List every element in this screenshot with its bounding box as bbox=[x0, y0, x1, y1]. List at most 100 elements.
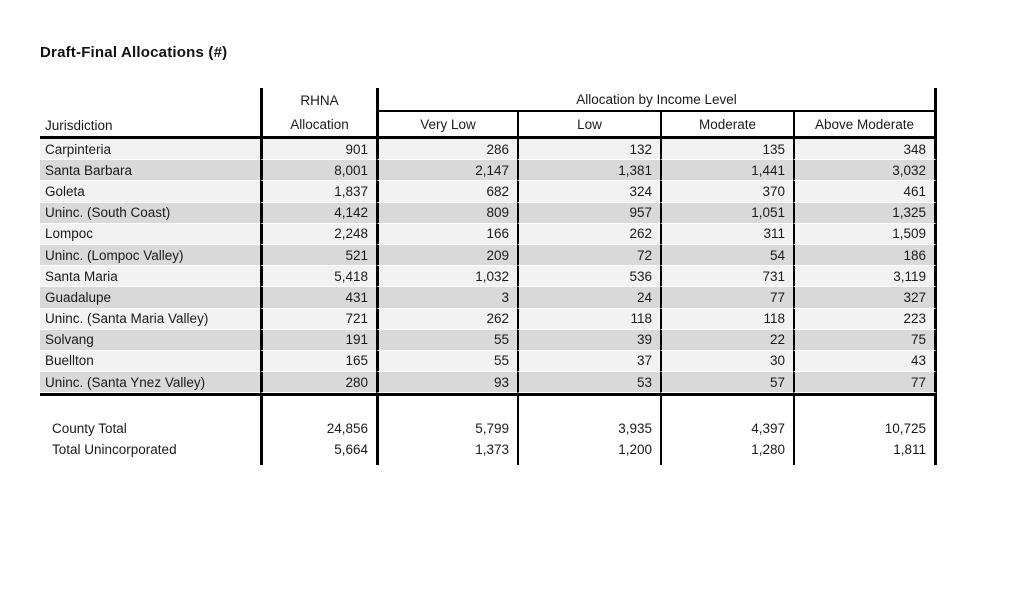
column-header-above-moderate: Above Moderate bbox=[793, 112, 937, 136]
jurisdiction-cell: Uninc. (South Coast) bbox=[40, 202, 260, 224]
moderate-total-cell: 4,397 bbox=[660, 418, 793, 440]
very-low-cell: 55 bbox=[376, 350, 517, 373]
spacer-cell bbox=[517, 396, 660, 419]
totals-tail-row bbox=[40, 460, 937, 466]
very-low-cell: 1,032 bbox=[376, 266, 517, 288]
jurisdiction-cell: Goleta bbox=[40, 181, 260, 203]
moderate-cell: 731 bbox=[660, 266, 793, 288]
rhna-cell: 1,837 bbox=[260, 181, 376, 203]
table-row: Goleta 1,837 682 324 370 461 bbox=[40, 181, 937, 203]
jurisdiction-cell: Carpinteria bbox=[40, 139, 260, 161]
rhna-cell: 280 bbox=[260, 372, 376, 394]
moderate-cell: 57 bbox=[660, 372, 793, 394]
very-low-cell: 55 bbox=[376, 329, 517, 351]
table-row: Solvang 191 55 39 22 75 bbox=[40, 329, 937, 351]
table-row: Uninc. (South Coast) 4,142 809 957 1,051… bbox=[40, 202, 937, 224]
above-moderate-cell: 186 bbox=[793, 244, 937, 267]
column-header-very-low: Very Low bbox=[376, 112, 517, 136]
jurisdiction-cell: Buellton bbox=[40, 350, 260, 373]
table-row: Carpinteria 901 286 132 135 348 bbox=[40, 139, 937, 161]
very-low-cell: 809 bbox=[376, 202, 517, 224]
total-label-cell: Total Unincorporated bbox=[52, 442, 177, 458]
table-row: Lompoc 2,248 166 262 311 1,509 bbox=[40, 223, 937, 245]
moderate-cell: 22 bbox=[660, 329, 793, 351]
very-low-cell: 209 bbox=[376, 244, 517, 267]
jurisdiction-column-header: Jurisdiction bbox=[45, 118, 113, 133]
moderate-cell: 1,441 bbox=[660, 160, 793, 182]
low-cell: 118 bbox=[517, 308, 660, 330]
spacer-cell bbox=[793, 396, 937, 419]
moderate-cell: 135 bbox=[660, 139, 793, 161]
rhna-total-cell: 5,664 bbox=[260, 439, 376, 461]
table-row: Uninc. (Lompoc Valley) 521 209 72 54 186 bbox=[40, 244, 937, 267]
total-label-cell: County Total bbox=[52, 421, 127, 437]
spacer-cell bbox=[660, 396, 793, 419]
rhna-header-line2: Allocation bbox=[260, 112, 376, 136]
moderate-cell: 77 bbox=[660, 287, 793, 309]
table-row: Santa Barbara 8,001 2,147 1,381 1,441 3,… bbox=[40, 160, 937, 182]
jurisdiction-cell: Lompoc bbox=[40, 223, 260, 245]
body-bottom-rule bbox=[40, 393, 937, 397]
very-low-cell: 286 bbox=[376, 139, 517, 161]
rhna-cell: 521 bbox=[260, 244, 376, 267]
spacer-cell bbox=[660, 460, 793, 466]
above-moderate-cell: 223 bbox=[793, 308, 937, 330]
very-low-cell: 2,147 bbox=[376, 160, 517, 182]
low-cell: 53 bbox=[517, 372, 660, 394]
very-low-cell: 166 bbox=[376, 223, 517, 245]
low-cell: 262 bbox=[517, 223, 660, 245]
jurisdiction-cell: Santa Maria bbox=[40, 266, 260, 288]
jurisdiction-cell: Uninc. (Santa Ynez Valley) bbox=[40, 372, 260, 394]
table-row: Santa Maria 5,418 1,032 536 731 3,119 bbox=[40, 266, 937, 288]
low-cell: 536 bbox=[517, 266, 660, 288]
jurisdiction-cell: Santa Barbara bbox=[40, 160, 260, 182]
above-moderate-total-cell: 1,811 bbox=[793, 439, 937, 461]
table-row: Uninc. (Santa Maria Valley) 721 262 118 … bbox=[40, 308, 937, 330]
very-low-cell: 3 bbox=[376, 287, 517, 309]
above-moderate-cell: 348 bbox=[793, 139, 937, 161]
spacer-cell bbox=[517, 460, 660, 466]
table-group-header-row: RHNA Allocation by Income Level bbox=[40, 88, 937, 112]
low-total-cell: 1,200 bbox=[517, 439, 660, 461]
rhna-header-line1: RHNA bbox=[260, 88, 376, 112]
county-total-row: County Total 24,856 5,799 3,935 4,397 10… bbox=[40, 418, 937, 440]
rhna-cell: 5,418 bbox=[260, 266, 376, 288]
unincorporated-total-row: Total Unincorporated 5,664 1,373 1,200 1… bbox=[40, 439, 937, 461]
rhna-cell: 2,248 bbox=[260, 223, 376, 245]
moderate-cell: 1,051 bbox=[660, 202, 793, 224]
jurisdiction-cell: Uninc. (Lompoc Valley) bbox=[40, 244, 260, 267]
rhna-cell: 165 bbox=[260, 350, 376, 373]
above-moderate-cell: 43 bbox=[793, 350, 937, 373]
income-group-header: Allocation by Income Level bbox=[376, 88, 937, 112]
above-moderate-cell: 327 bbox=[793, 287, 937, 309]
rhna-cell: 8,001 bbox=[260, 160, 376, 182]
column-header-moderate: Moderate bbox=[660, 112, 793, 136]
low-cell: 957 bbox=[517, 202, 660, 224]
table-row: Uninc. (Santa Ynez Valley) 280 93 53 57 … bbox=[40, 372, 937, 394]
header-bottom-rule bbox=[40, 136, 937, 139]
very-low-cell: 262 bbox=[376, 308, 517, 330]
jurisdiction-cell: Solvang bbox=[40, 329, 260, 351]
above-moderate-total-cell: 10,725 bbox=[793, 418, 937, 440]
very-low-cell: 93 bbox=[376, 372, 517, 394]
spacer-cell bbox=[376, 396, 517, 419]
totals-spacer-row bbox=[40, 396, 937, 419]
low-total-cell: 3,935 bbox=[517, 418, 660, 440]
low-cell: 72 bbox=[517, 244, 660, 267]
rhna-cell: 721 bbox=[260, 308, 376, 330]
low-cell: 1,381 bbox=[517, 160, 660, 182]
above-moderate-cell: 461 bbox=[793, 181, 937, 203]
table-row: Guadalupe 431 3 24 77 327 bbox=[40, 287, 937, 309]
spacer-cell bbox=[260, 460, 376, 466]
allocations-table: RHNA Allocation by Income Level Jurisdic… bbox=[40, 88, 937, 466]
jurisdiction-cell: Guadalupe bbox=[40, 287, 260, 309]
spacer-cell bbox=[40, 460, 260, 465]
low-cell: 24 bbox=[517, 287, 660, 309]
column-header-low: Low bbox=[517, 112, 660, 136]
low-cell: 324 bbox=[517, 181, 660, 203]
low-cell: 132 bbox=[517, 139, 660, 161]
moderate-cell: 311 bbox=[660, 223, 793, 245]
table-row: Buellton 165 55 37 30 43 bbox=[40, 350, 937, 373]
moderate-cell: 370 bbox=[660, 181, 793, 203]
